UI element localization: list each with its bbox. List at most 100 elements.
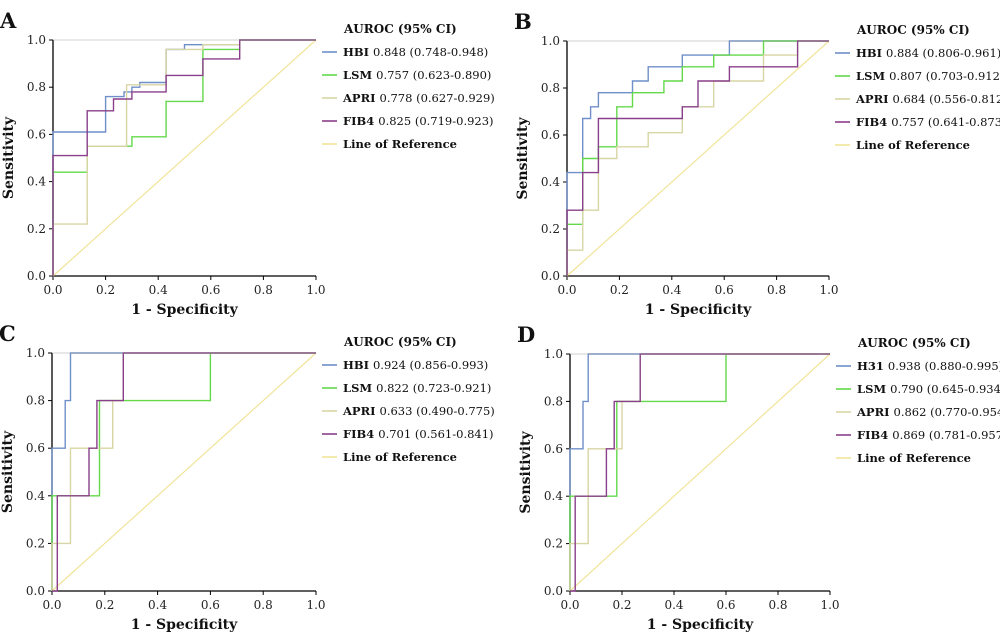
y-tick-label: 0.6 [544, 442, 563, 456]
y-tick-label: 0.8 [541, 81, 560, 95]
y-tick-label: 0.8 [544, 394, 563, 408]
x-axis-title: 1 - Specificity [131, 302, 238, 318]
legend-label: APRI [342, 91, 376, 105]
y-tick-label: 0.4 [26, 489, 45, 503]
x-tick-label: 0.2 [610, 283, 629, 297]
legend: AUROC (95% CI) HBI 0.924 (0.856-0.993)LSM 0… [322, 335, 495, 464]
legend-label: FIB4 [856, 115, 887, 129]
legend-auroc-value: 0.825 (0.719-0.923) [378, 114, 493, 128]
x-tick-label: 0.0 [557, 283, 576, 297]
roc-panel-c: C 0.00.0 0.2 0.2 0.4 0.4 0.6 0.6 0.8 0.8 1.0 1.0 1 -… [0, 321, 495, 633]
legend-title: AUROC (95% CI) [343, 335, 457, 349]
y-tick-label: 0.6 [27, 127, 46, 141]
x-tick-label: 0.6 [201, 283, 220, 297]
legend-title: AUROC (95% CI) [343, 22, 457, 36]
legend-auroc-value: 0.757 (0.623-0.890) [376, 68, 491, 82]
x-tick-label: 0.8 [767, 283, 786, 297]
x-axis-title: 1 - Specificity [645, 302, 752, 318]
legend-auroc-value: 0.884 (0.806-0.961) [886, 46, 1000, 60]
legend-auroc-value: 0.807 (0.703-0.912) [889, 69, 1000, 83]
y-tick-label: 0.2 [544, 537, 563, 551]
legend-label: LSM [343, 68, 372, 82]
y-tick-label: 0.0 [27, 269, 46, 283]
legend-label: FIB4 [857, 428, 888, 442]
x-tick-label: 0.4 [662, 283, 681, 297]
x-tick-label: 1.0 [819, 283, 838, 297]
y-tick-label: 0.6 [26, 441, 45, 455]
y-tick-label: 0.6 [541, 128, 560, 142]
roc-curve-lsm [566, 40, 829, 276]
y-axis-title: Sensitivity [518, 431, 534, 514]
y-tick-label: 0.8 [27, 80, 46, 94]
x-tick-label: 0.0 [560, 598, 579, 612]
roc-curve-fib4 [52, 39, 316, 276]
roc-curve-fib4 [566, 40, 829, 276]
x-tick-label: 0.2 [96, 283, 115, 297]
y-axis-title: Sensitivity [515, 117, 531, 200]
legend-label: FIB4 [343, 114, 374, 128]
legend-label: FIB4 [343, 427, 374, 441]
legend-title: AUROC (95% CI) [856, 23, 970, 37]
y-tick-label: 0.4 [27, 175, 46, 189]
y-tick-label: 0.0 [541, 269, 560, 283]
x-tick-label: 0.2 [612, 598, 631, 612]
legend-label: APRI [855, 92, 889, 106]
x-tick-label: 0.0 [43, 283, 62, 297]
y-tick-label: 1.0 [27, 33, 46, 47]
x-axis-title: 1 - Specificity [131, 617, 238, 633]
y-tick-label: 0.2 [541, 222, 560, 236]
x-tick-label: 0.6 [715, 283, 734, 297]
legend-auroc-value: 0.822 (0.723-0.921) [376, 381, 491, 395]
y-tick-label: 0.4 [544, 489, 563, 503]
x-tick-label: 0.0 [42, 598, 61, 612]
legend-auroc-value: 0.633 (0.490-0.775) [380, 404, 495, 418]
legend-auroc-value: 0.701 (0.561-0.841) [378, 427, 493, 441]
x-tick-label: 1.0 [820, 598, 839, 612]
y-tick-label: 1.0 [541, 34, 560, 48]
legend: AUROC (95% CI) HBI 0.848 (0.748-0.948)LSM 0… [322, 22, 495, 151]
panel-label: A [0, 8, 17, 33]
x-tick-label: 0.6 [716, 598, 735, 612]
legend-label: HBI [856, 46, 882, 60]
x-tick-label: 0.4 [664, 598, 683, 612]
legend-auroc-value: 0.778 (0.627-0.929) [380, 91, 495, 105]
legend-auroc-value: 0.790 (0.645-0.934) [890, 382, 1000, 396]
legend-auroc-value: 0.862 (0.770-0.954) [894, 405, 1000, 419]
legend-auroc-value: 0.848 (0.748-0.948) [373, 45, 488, 59]
y-axis-title: Sensitivity [0, 430, 16, 513]
y-tick-label: 1.0 [26, 346, 45, 360]
x-axis-title: 1 - Specificity [647, 617, 754, 633]
x-tick-label: 0.8 [254, 283, 273, 297]
y-tick-label: 0.2 [26, 536, 45, 550]
legend-label: HBI [343, 358, 369, 372]
y-tick-label: 1.0 [544, 347, 563, 361]
x-tick-label: 0.8 [254, 598, 273, 612]
legend-label: Line of Reference [343, 450, 457, 464]
legend-title: AUROC (95% CI) [857, 336, 971, 350]
roc-curve-line-of-reference [51, 352, 317, 592]
legend-label: Line of Reference [857, 451, 971, 465]
x-tick-label: 0.6 [201, 598, 220, 612]
legend-label: Line of Reference [343, 137, 457, 151]
roc-curve-fib4 [570, 353, 830, 592]
x-tick-label: 1.0 [306, 283, 325, 297]
x-tick-label: 0.2 [95, 598, 114, 612]
y-tick-label: 0.0 [26, 584, 45, 598]
y-tick-label: 0.2 [27, 222, 46, 236]
roc-curve-line-of-reference [566, 40, 830, 277]
legend-label: H31 [857, 359, 884, 373]
panel-label: B [514, 9, 532, 34]
panel-label: C [0, 321, 16, 346]
roc-curve-line-of-reference [52, 39, 317, 277]
y-tick-label: 0.0 [544, 584, 563, 598]
x-tick-label: 1.0 [306, 598, 325, 612]
legend-auroc-value: 0.684 (0.556-0.812) [893, 92, 1000, 106]
x-tick-label: 0.4 [148, 598, 167, 612]
roc-panel-d: D 0.00.0 0.2 0.2 0.4 0.4 0.6 0.6 0.8 0.8 1.0 1.0 1 -… [517, 322, 1000, 633]
x-tick-label: 0.8 [768, 598, 787, 612]
legend-label: APRI [856, 405, 890, 419]
legend-auroc-value: 0.924 (0.856-0.993) [373, 358, 488, 372]
legend-label: Line of Reference [856, 138, 970, 152]
legend-auroc-value: 0.869 (0.781-0.957) [892, 428, 1000, 442]
